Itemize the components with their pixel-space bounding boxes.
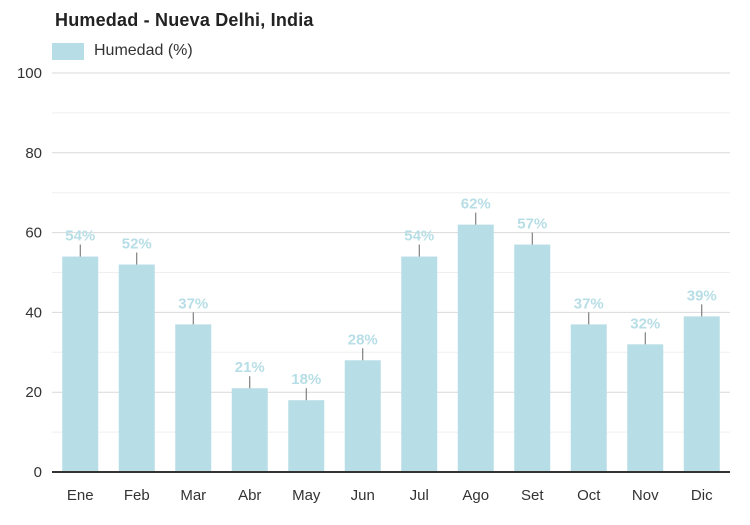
x-axis-tick-label: Nov: [632, 487, 659, 504]
x-axis-tick-label: Set: [521, 487, 544, 504]
bar-value-label: 39%: [687, 287, 717, 304]
x-axis-tick-label: Feb: [124, 487, 150, 504]
x-axis-tick-label: Dic: [691, 487, 713, 504]
y-axis-tick-label: 80: [25, 145, 42, 162]
bar-value-label: 54%: [65, 228, 95, 245]
bar-abr[interactable]: [231, 388, 268, 472]
bar-value-label: 62%: [461, 196, 491, 213]
bar-oct[interactable]: [570, 324, 607, 472]
legend-label: Humedad (%): [94, 42, 193, 59]
bar-dic[interactable]: [683, 316, 720, 472]
x-axis-tick-label: Mar: [180, 487, 206, 504]
bar-value-label: 57%: [517, 216, 547, 233]
bar-value-label: 18%: [291, 371, 321, 388]
x-axis-tick-label: Oct: [577, 487, 601, 504]
bar-set[interactable]: [514, 244, 551, 472]
bar-feb[interactable]: [118, 264, 155, 472]
chart-title: Humedad - Nueva Delhi, India: [55, 10, 314, 30]
bar-value-label: 21%: [235, 359, 265, 376]
bar-ago[interactable]: [457, 224, 494, 472]
x-axis-tick-label: Ene: [67, 487, 94, 504]
bar-value-label: 37%: [178, 295, 208, 312]
bar-value-label: 37%: [574, 295, 604, 312]
x-axis-tick-label: Jul: [410, 487, 429, 504]
bar-value-label: 32%: [630, 315, 660, 332]
bar-may[interactable]: [288, 400, 325, 472]
bar-mar[interactable]: [175, 324, 212, 472]
x-axis-tick-label: Ago: [462, 487, 489, 504]
legend-item-humedad[interactable]: Humedad (%): [52, 42, 193, 60]
bar-jun[interactable]: [344, 360, 381, 472]
legend-swatch-icon: [52, 42, 84, 60]
y-axis-tick-label: 100: [17, 65, 42, 82]
y-axis-tick-label: 60: [25, 225, 42, 242]
y-axis-tick-label: 40: [25, 304, 42, 321]
bar-ene[interactable]: [62, 256, 99, 472]
bar-value-label: 28%: [348, 331, 378, 348]
bar-value-label: 54%: [404, 228, 434, 245]
bar-value-label: 52%: [122, 236, 152, 253]
bar-jul[interactable]: [401, 256, 438, 472]
x-axis-tick-label: Abr: [238, 487, 261, 504]
bar-nov[interactable]: [627, 344, 664, 472]
x-axis-tick-label: May: [292, 487, 321, 504]
x-axis-tick-label: Jun: [351, 487, 375, 504]
y-axis-tick-label: 0: [34, 464, 42, 481]
y-axis-tick-label: 20: [25, 384, 42, 401]
